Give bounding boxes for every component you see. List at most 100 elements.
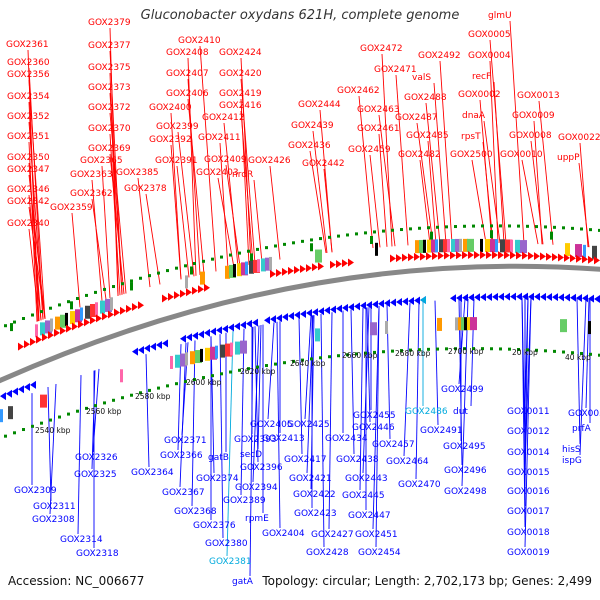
- reverse-gene-arrow: [324, 306, 330, 315]
- forward-gene-arrow: [120, 306, 126, 315]
- leader-line: [253, 179, 263, 263]
- inner-tick: [436, 347, 439, 351]
- feature-block-outer: [500, 239, 505, 253]
- inner-tick: [94, 404, 97, 408]
- gene-label-bottom: GOX2499: [441, 385, 484, 395]
- feature-block-outer: [261, 258, 266, 272]
- outer-tick: [400, 228, 403, 232]
- reverse-gene-arrow: [252, 318, 258, 327]
- inner-tick: [4, 434, 7, 438]
- leader-line: [170, 144, 182, 280]
- gene-label-top: GOX0013: [517, 91, 560, 101]
- major-tick: [430, 231, 433, 240]
- reverse-gene-arrow: [540, 292, 546, 301]
- forward-gene-arrow: [54, 328, 60, 337]
- feature-block-inner: [40, 394, 47, 408]
- leader-line: [240, 78, 256, 264]
- feature-block-inner: [210, 346, 217, 360]
- gene-label-top: GOX2403: [196, 168, 239, 178]
- outer-tick: [4, 324, 7, 328]
- inner-tick: [310, 357, 313, 361]
- inner-tick: [454, 347, 457, 351]
- outer-tick: [337, 234, 340, 238]
- reverse-gene-arrow: [420, 296, 426, 305]
- feature-block-outer: [480, 238, 483, 252]
- feature-block-outer: [75, 309, 82, 323]
- inner-tick: [490, 347, 493, 351]
- outer-tick: [292, 241, 295, 245]
- inner-tick: [346, 353, 349, 357]
- forward-gene-arrow: [564, 253, 570, 262]
- gene-label-bottom: GOX2443: [345, 474, 388, 484]
- gene-label-bottom: GOX2314: [60, 535, 103, 545]
- gene-label-bottom: hisS: [562, 445, 581, 455]
- leader-line: [91, 198, 107, 300]
- leader-line: [219, 334, 224, 539]
- forward-gene-arrow: [18, 342, 24, 351]
- outer-tick: [544, 225, 547, 229]
- gene-label-top: GOX2407: [166, 69, 209, 79]
- gene-label-top: GOX2439: [291, 121, 334, 131]
- gene-label-top: GOX2420: [219, 69, 262, 79]
- scale-label: 2640 kbp: [290, 359, 326, 368]
- forward-gene-arrow: [318, 262, 324, 271]
- leader-line: [328, 312, 333, 530]
- feature-block-outer: [90, 304, 97, 318]
- leader-line: [359, 307, 364, 491]
- outer-tick: [103, 287, 106, 291]
- outer-tick: [220, 255, 223, 259]
- gene-label-top: GOX2461: [357, 124, 400, 134]
- inner-tick: [121, 396, 124, 400]
- outer-tick: [589, 228, 592, 232]
- leader-line: [312, 130, 328, 253]
- forward-gene-arrow: [414, 252, 420, 261]
- leader-line: [225, 164, 241, 267]
- inner-tick: [427, 347, 430, 351]
- forward-gene-arrow: [498, 251, 504, 260]
- reverse-gene-arrow: [360, 301, 366, 310]
- reverse-gene-arrow: [18, 385, 24, 394]
- gene-label-top: GOX2385: [116, 168, 159, 178]
- feature-block-outer: [447, 239, 450, 253]
- feature-block-outer: [241, 262, 248, 276]
- feature-block-outer: [85, 305, 90, 319]
- leader-line: [187, 98, 205, 275]
- outer-tick: [319, 237, 322, 241]
- forward-gene-arrow: [462, 251, 468, 260]
- outer-tick: [184, 264, 187, 268]
- reverse-gene-arrow: [378, 299, 384, 308]
- reverse-gene-arrow: [144, 344, 150, 353]
- forward-gene-arrow: [540, 252, 546, 261]
- leader-line: [375, 305, 380, 548]
- forward-gene-arrow: [534, 252, 540, 261]
- inner-tick: [391, 349, 394, 353]
- feature-block-outer: [200, 271, 205, 285]
- feature-block-outer: [229, 264, 236, 278]
- forward-gene-arrow: [90, 316, 96, 325]
- leader-line: [191, 340, 196, 507]
- leader-line: [109, 133, 121, 296]
- reverse-gene-arrow: [24, 383, 30, 392]
- gene-label-bottom: GOX0015: [507, 468, 550, 478]
- outer-tick: [355, 232, 358, 236]
- inner-tick: [571, 351, 574, 355]
- feature-block-outer: [592, 245, 597, 259]
- gene-label-top: glmU: [488, 11, 512, 21]
- gene-label-top: GOX0010: [500, 150, 543, 160]
- page-title: Gluconobacter oxydans 621H, complete gen…: [140, 8, 460, 23]
- leader-line: [240, 110, 254, 265]
- forward-gene-arrow: [84, 318, 90, 327]
- inner-tick: [256, 365, 259, 369]
- reverse-gene-arrow: [570, 293, 576, 302]
- inner-tick: [175, 382, 178, 386]
- major-tick: [10, 323, 13, 332]
- inner-tick: [535, 348, 538, 352]
- gene-label-bottom: GOX2318: [76, 549, 119, 559]
- gene-label-bottom: GOX2425: [287, 420, 330, 430]
- feature-block-outer: [315, 249, 322, 263]
- forward-gene-arrow: [390, 254, 396, 263]
- reverse-gene-arrow: [12, 387, 18, 396]
- gene-label-top: GOX2359: [50, 203, 93, 213]
- inner-tick: [598, 353, 600, 357]
- feature-block-inner: [205, 347, 210, 361]
